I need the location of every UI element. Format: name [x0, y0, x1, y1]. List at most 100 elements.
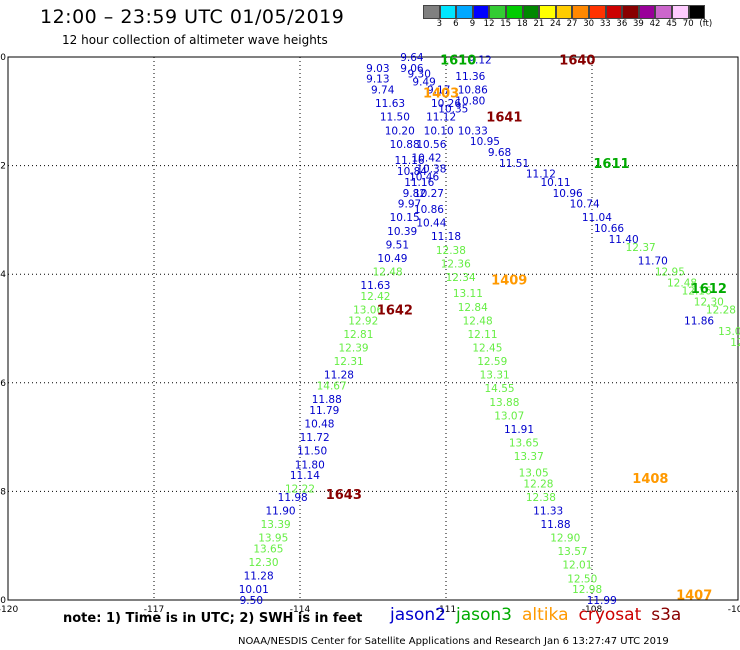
swh-data-label: 10.20 — [385, 125, 415, 137]
swh-data-label: 12.90 — [550, 533, 580, 545]
swh-data-label: 10.15 — [390, 212, 420, 224]
swh-data-label: 10.01 — [239, 584, 269, 596]
swh-data-label: 13.01 — [718, 326, 740, 338]
colorbar-tick-label: 12 — [483, 19, 495, 29]
swh-data-label: 10.56 — [416, 139, 446, 151]
swh-data-label: 12.36 — [441, 258, 471, 270]
swh-data-label: 12.92 — [348, 315, 378, 327]
swh-data-label: 13.39 — [261, 519, 291, 531]
swh-data-label: 9.74 — [371, 85, 395, 97]
x-tick-label: -111 — [436, 605, 456, 615]
swh-data-label: 12.38 — [526, 492, 556, 504]
swh-data-label: 11.98 — [278, 492, 308, 504]
swh-data-label: 10.96 — [553, 188, 583, 200]
pass-time-label: 1409 — [491, 274, 527, 289]
colorbar-cell — [638, 5, 656, 19]
swh-data-label: 9.64 — [400, 52, 424, 64]
colorbar-cell — [489, 5, 506, 19]
swh-data-label: 9.13 — [366, 74, 389, 86]
swh-data-label: 9.12 — [468, 55, 491, 67]
swh-data-label: 12.84 — [458, 302, 488, 314]
colorbar-tick-label: 36 — [616, 19, 628, 29]
swh-data-label: 13.07 — [494, 410, 524, 422]
swh-data-label: 11.63 — [375, 98, 405, 110]
legend-entry-altika: altika — [522, 605, 569, 625]
swh-data-label: 14.67 — [317, 381, 347, 393]
swh-data-label: 11.70 — [638, 256, 668, 268]
colorbar-tick-label: 3 — [436, 19, 442, 29]
swh-data-label: 12.59 — [477, 356, 507, 368]
colorbar-cell — [655, 5, 672, 19]
colorbar-cell — [423, 5, 440, 19]
y-tick-label: -60 — [0, 596, 6, 606]
swh-data-label: 11.18 — [431, 231, 461, 243]
swh-data-label: 11.50 — [297, 446, 327, 458]
colorbar-cell — [588, 5, 606, 19]
y-tick-label: -56 — [0, 379, 6, 389]
swh-data-label: 12.28 — [523, 478, 553, 490]
swh-data-label: 11.16 — [404, 177, 434, 189]
swh-data-label: 11.28 — [324, 370, 354, 382]
colorbar-tick-label: 45 — [666, 19, 678, 29]
swh-data-label: 10.38 — [416, 163, 446, 175]
pass-time-label: 1641 — [486, 111, 522, 126]
swh-data-label: 9.30 — [408, 68, 431, 80]
swh-data-label: 11.28 — [244, 571, 274, 583]
colorbar-cell — [572, 5, 589, 19]
swh-data-label: 11.86 — [684, 315, 714, 327]
y-tick-label: -52 — [0, 162, 6, 172]
units-note: note: 1) Time is in UTC; 2) SWH is in fe… — [63, 611, 363, 626]
swh-data-label: 12.28 — [706, 304, 736, 316]
colorbar-tick-label: 30 — [583, 19, 595, 29]
swh-data-label: 10.80 — [455, 95, 485, 107]
swh-data-label: 12.50 — [567, 573, 597, 585]
swh-data-label: 11.12 — [526, 169, 556, 181]
swh-data-label: 11.40 — [609, 234, 639, 246]
satellite-legend: jason2 jason3 altika cryosat s3a — [390, 605, 691, 625]
swh-data-label: 10.10 — [424, 125, 454, 137]
legend-entry-jason2: jason2 — [390, 605, 446, 625]
plot-frame — [7, 56, 739, 601]
swh-data-label: 11.12 — [426, 112, 456, 124]
swh-data-label: 13.57 — [558, 546, 588, 558]
swh-data-label: 12.98 — [572, 584, 602, 596]
pass-time-label: 1643 — [326, 488, 362, 503]
swh-data-label: 10.46 — [409, 171, 439, 183]
colorbar-cell — [522, 5, 540, 19]
colorbar-cell — [456, 5, 473, 19]
swh-data-label: 10.88 — [390, 139, 420, 151]
swh-data-label: 14.55 — [485, 383, 515, 395]
swh-data-label: 12.22 — [285, 484, 315, 496]
legend-entry-cryosat: cryosat — [578, 605, 642, 625]
colorbar-tick-label: 27 — [566, 19, 578, 29]
swh-data-label: 9.51 — [386, 239, 409, 251]
colorbar-tick-label: 15 — [500, 19, 512, 29]
swh-data-label: 13.05 — [519, 467, 549, 479]
colorbar-unit: (ft) — [699, 19, 713, 29]
swh-data-label: 12.48 — [463, 315, 493, 327]
swh-data-label: 11.79 — [309, 405, 339, 417]
swh-data-label: 12.34 — [446, 272, 476, 284]
swh-data-label: 11.14 — [290, 470, 320, 482]
swh-data-label: 13.37 — [514, 451, 544, 463]
pass-time-label: 1642 — [377, 303, 413, 318]
footer-credit: NOAA/NESDIS Center for Satellite Applica… — [238, 636, 669, 647]
swh-data-label: 12.01 — [562, 560, 592, 572]
swh-data-label: 12.11 — [467, 329, 497, 341]
pass-time-label: 1610 — [440, 54, 476, 69]
swh-data-label: 12.84 — [730, 337, 740, 349]
swh-data-label: 10.39 — [387, 226, 417, 238]
legend-entry-jason3: jason3 — [456, 605, 512, 625]
swh-data-label: 13.88 — [489, 397, 519, 409]
swh-data-label: 12.39 — [339, 343, 369, 355]
chart-title: 12:00 – 23:59 UTC 01/05/2019 — [40, 6, 345, 28]
swh-data-label: 12.31 — [334, 356, 364, 368]
swh-data-label: 10.74 — [570, 199, 600, 211]
swh-data-label: 10.11 — [540, 177, 570, 189]
colorbar-cell — [505, 5, 523, 19]
colorbar-tick-label: 18 — [516, 19, 528, 29]
x-tick-label: -105 — [728, 605, 740, 615]
colorbar-cell — [688, 5, 706, 19]
swh-data-label: 12.48 — [667, 277, 697, 289]
swh-data-label: 9.03 — [366, 63, 389, 75]
